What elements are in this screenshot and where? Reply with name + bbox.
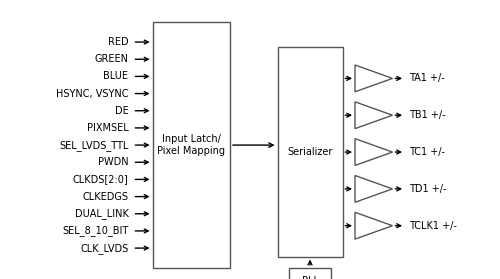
Text: GREEN: GREEN (94, 54, 128, 64)
Polygon shape (355, 139, 393, 165)
Polygon shape (355, 102, 393, 129)
Polygon shape (355, 65, 393, 92)
Bar (289, 268, 332, 279)
Text: DE: DE (115, 106, 128, 116)
Text: CLKEDGS: CLKEDGS (82, 192, 128, 202)
Text: Input Latch/
Pixel Mapping: Input Latch/ Pixel Mapping (157, 134, 225, 156)
Text: SEL_8_10_BIT: SEL_8_10_BIT (62, 225, 128, 236)
Text: CLK_LVDS: CLK_LVDS (80, 243, 128, 254)
Text: TA1 +/-: TA1 +/- (409, 73, 445, 83)
Polygon shape (355, 175, 393, 202)
Text: DUAL_LINK: DUAL_LINK (74, 208, 128, 219)
Text: PIXMSEL: PIXMSEL (87, 123, 128, 133)
Text: SEL_LVDS_TTL: SEL_LVDS_TTL (59, 140, 128, 151)
Text: TB1 +/-: TB1 +/- (409, 110, 446, 120)
Text: TC1 +/-: TC1 +/- (409, 147, 445, 157)
Text: Serializer: Serializer (288, 147, 333, 157)
Bar (152, 22, 230, 268)
Text: PLL: PLL (302, 276, 318, 279)
Text: RED: RED (108, 37, 128, 47)
Text: BLUE: BLUE (104, 71, 128, 81)
Bar (278, 47, 342, 257)
Text: TD1 +/-: TD1 +/- (409, 184, 447, 194)
Text: CLKDS[2:0]: CLKDS[2:0] (73, 174, 128, 184)
Polygon shape (355, 212, 393, 239)
Text: PWDN: PWDN (98, 157, 128, 167)
Text: TCLK1 +/-: TCLK1 +/- (409, 221, 457, 231)
Text: HSYNC, VSYNC: HSYNC, VSYNC (56, 88, 128, 98)
